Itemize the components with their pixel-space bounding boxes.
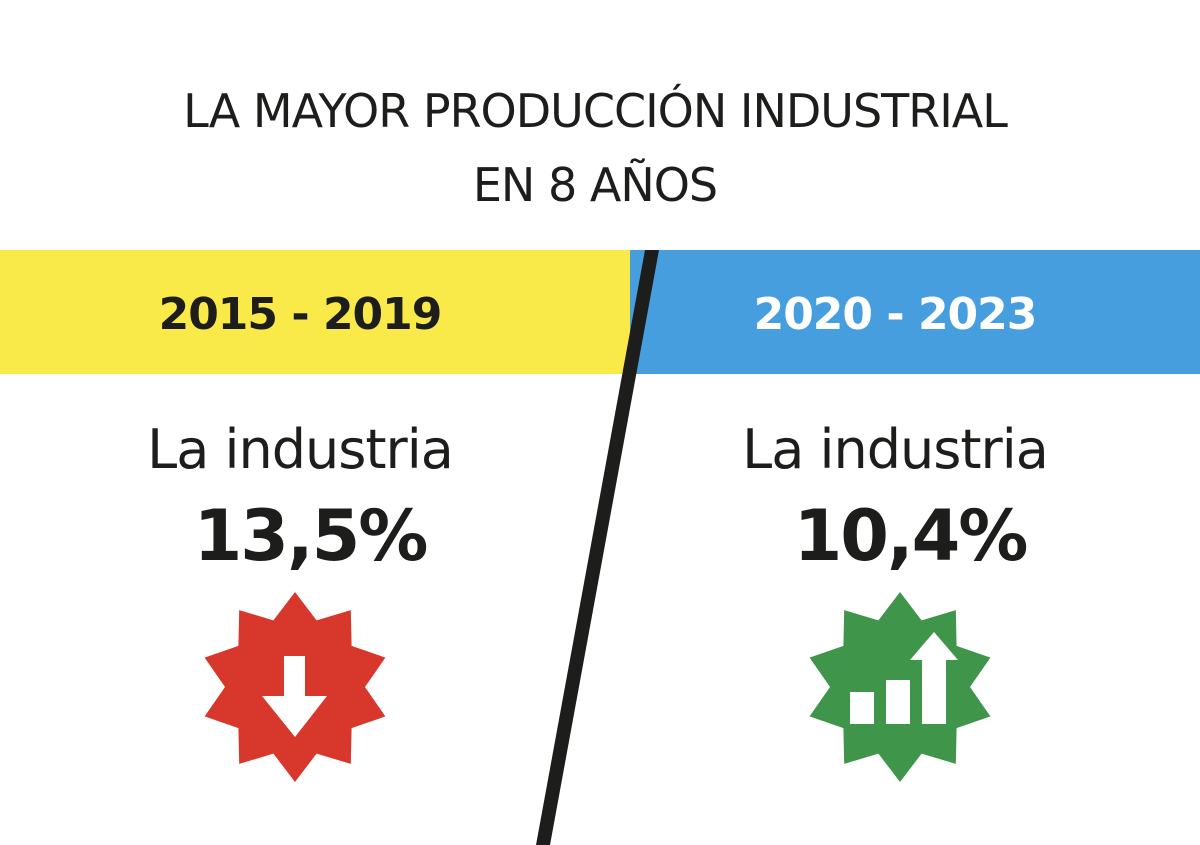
growth-chart-icon — [809, 592, 991, 782]
period-band-right — [630, 250, 1200, 374]
title-line-1: LA MAYOR PRODUCCIÓN INDUSTRIAL — [183, 84, 1008, 138]
period-band-left — [0, 250, 650, 374]
down-arrow-icon — [204, 592, 386, 782]
period-label-left: 2015 - 2019 — [158, 289, 443, 340]
industry-value-right: 10,4% — [793, 495, 1029, 577]
down-arrow-glyph — [262, 656, 327, 737]
page-title: LA MAYOR PRODUCCIÓN INDUSTRIAL EN 8 AÑOS — [0, 74, 1190, 222]
period-label-right: 2020 - 2023 — [753, 289, 1038, 340]
industry-value-left: 13,5% — [193, 495, 429, 577]
growth-chart-glyph — [850, 632, 958, 724]
industry-label-right: La industria — [742, 418, 1049, 481]
industry-label-left: La industria — [147, 418, 454, 481]
title-line-2: EN 8 AÑOS — [472, 158, 718, 212]
